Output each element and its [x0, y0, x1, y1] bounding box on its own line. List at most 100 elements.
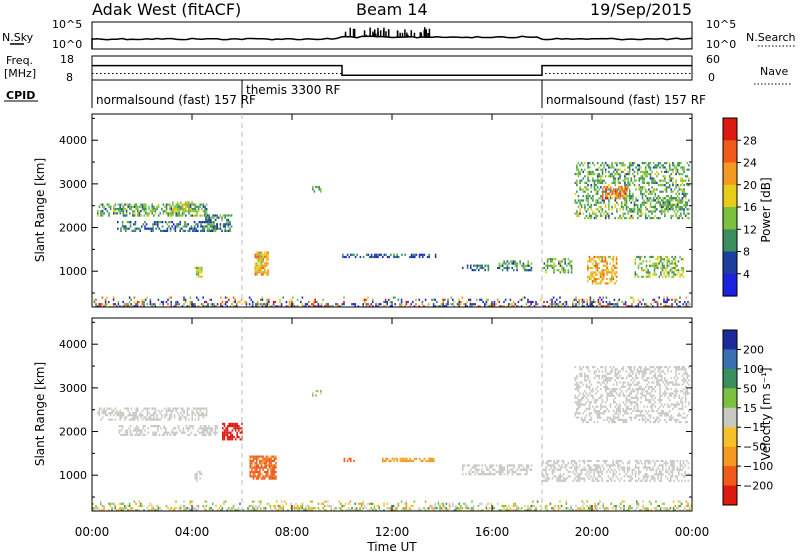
data-cell — [617, 188, 620, 191]
data-cell — [656, 416, 658, 419]
data-cell — [644, 479, 646, 482]
data-cell — [664, 210, 666, 213]
data-cell — [624, 175, 626, 178]
data-cell — [588, 162, 591, 165]
ground-scatter-cell — [386, 507, 388, 510]
data-cell — [150, 227, 153, 230]
data-cell — [643, 201, 645, 204]
data-cell — [230, 425, 232, 428]
data-cell — [604, 401, 607, 404]
data-cell — [592, 173, 594, 176]
ground-scatter-cell — [434, 305, 436, 308]
data-cell — [606, 479, 608, 482]
data-cell — [155, 425, 157, 428]
data-cell — [262, 258, 265, 261]
ground-scatter-cell — [372, 298, 374, 301]
data-cell — [678, 197, 681, 200]
ground-scatter-cell — [176, 300, 179, 304]
data-cell — [596, 405, 599, 408]
data-cell — [635, 374, 637, 377]
data-cell — [576, 201, 578, 204]
ground-scatter-cell — [93, 298, 96, 301]
data-cell — [656, 366, 658, 369]
data-cell — [654, 473, 656, 476]
data-cell — [157, 427, 159, 430]
data-cell — [587, 421, 589, 424]
ground-scatter-cell — [143, 303, 145, 306]
data-cell — [606, 464, 608, 467]
data-cell — [620, 459, 622, 463]
data-cell — [609, 280, 611, 283]
data-cell — [656, 255, 659, 259]
data-cell — [579, 366, 581, 369]
ground-scatter-cell — [279, 507, 281, 510]
data-cell — [222, 433, 224, 436]
data-cell — [117, 210, 120, 213]
data-cell — [615, 258, 618, 261]
data-cell — [601, 280, 603, 283]
data-cell — [654, 390, 657, 393]
data-cell — [144, 227, 146, 230]
data-cell — [628, 173, 631, 176]
data-cell — [396, 253, 398, 256]
data-cell — [562, 271, 565, 274]
data-cell — [683, 412, 685, 415]
data-cell — [101, 205, 104, 208]
data-cell — [135, 205, 137, 208]
data-cell — [196, 477, 198, 480]
ground-scatter-cell — [220, 296, 222, 299]
data-cell — [201, 207, 203, 211]
data-cell — [595, 203, 597, 206]
data-cell — [526, 466, 528, 469]
ground-scatter-cell — [301, 305, 304, 308]
data-cell — [670, 394, 673, 397]
data-cell — [562, 477, 565, 480]
ground-scatter-cell — [330, 507, 332, 510]
data-cell — [526, 473, 528, 476]
data-cell — [584, 217, 586, 220]
data-cell — [614, 464, 616, 467]
data-cell — [273, 475, 276, 478]
ground-scatter-cell — [103, 504, 105, 508]
nsky-spike — [373, 33, 375, 37]
data-cell — [622, 368, 625, 371]
power-cbar-tick-label: 8 — [743, 246, 750, 259]
data-cell — [101, 416, 104, 419]
data-cell — [577, 162, 580, 165]
data-cell — [159, 212, 161, 215]
data-cell — [619, 370, 621, 373]
data-cell — [625, 390, 628, 393]
data-cell — [474, 468, 477, 471]
data-cell — [550, 260, 552, 263]
data-cell — [122, 214, 125, 217]
data-cell — [659, 372, 661, 375]
nsky-tick-bottom: 10^0 — [52, 38, 82, 51]
data-cell — [640, 192, 642, 195]
data-cell — [657, 473, 659, 476]
data-cell — [667, 181, 669, 184]
data-cell — [624, 217, 626, 220]
data-cell — [681, 188, 684, 191]
data-cell — [191, 201, 193, 204]
data-cell — [213, 225, 215, 228]
data-cell — [664, 212, 666, 215]
data-cell — [593, 255, 595, 259]
ground-scatter-cell — [208, 507, 211, 510]
data-cell — [466, 266, 469, 269]
data-cell — [636, 396, 639, 399]
data-cell — [654, 179, 657, 182]
data-cell — [131, 433, 133, 436]
data-cell — [161, 207, 163, 211]
data-cell — [604, 175, 607, 178]
data-cell — [145, 223, 148, 226]
ground-scatter-cell — [484, 305, 486, 308]
ground-scatter-cell — [266, 502, 268, 505]
data-cell — [636, 381, 639, 384]
ground-scatter-cell — [498, 300, 500, 304]
power-cbar-swatch — [723, 118, 737, 141]
data-cell — [271, 477, 274, 480]
data-cell — [548, 477, 550, 480]
data-cell — [487, 468, 490, 471]
ground-scatter-cell — [234, 509, 236, 512]
data-cell — [615, 275, 618, 278]
